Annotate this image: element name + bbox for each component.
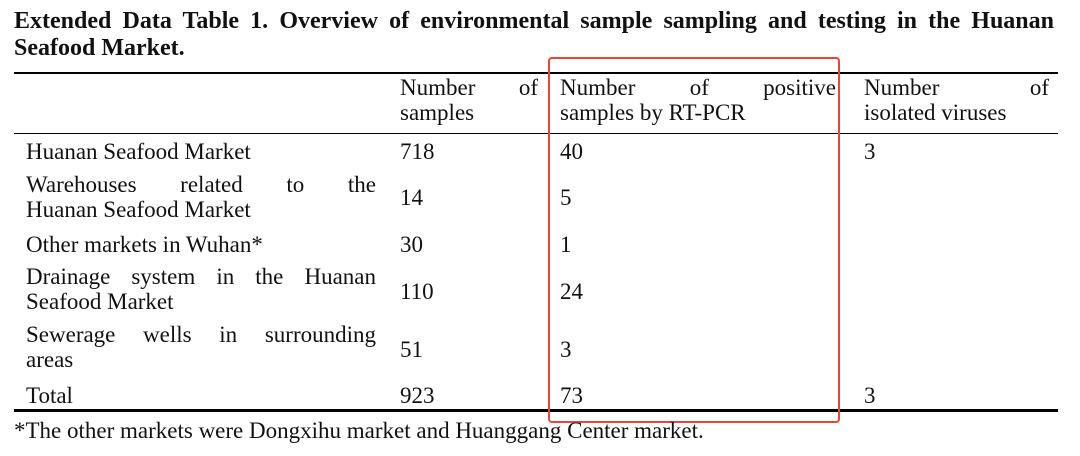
table-footnote: *The other markets were Dongxihu market … xyxy=(14,418,704,443)
row-name-line1: Sewerage wells in surrounding xyxy=(26,322,376,347)
header-divider-rule xyxy=(14,133,1058,134)
row-positive: 5 xyxy=(560,185,572,210)
row-name: Drainage system in the Huanan Seafood Ma… xyxy=(26,264,376,314)
row-name: Warehouses related to the Huanan Seafood… xyxy=(26,172,376,222)
header-isolated-line2: isolated viruses xyxy=(864,100,1007,125)
table-bottom-rule xyxy=(14,409,1058,412)
table-caption: Extended Data Table 1. Overview of envir… xyxy=(14,8,1054,61)
header-positive-line1: Number of positive xyxy=(560,75,836,100)
row-samples: 923 xyxy=(400,383,435,408)
row-samples: 718 xyxy=(400,139,435,164)
row-name-line1: Drainage system in the Huanan xyxy=(26,264,376,289)
row-name-line1: Warehouses related to the xyxy=(26,172,376,197)
row-positive: 1 xyxy=(560,232,572,257)
header-positive-line2: samples by RT-PCR xyxy=(560,100,746,125)
positive-column-highlight-box xyxy=(548,57,840,423)
row-name-line2: Seafood Market xyxy=(26,289,174,314)
row-positive: 73 xyxy=(560,383,583,408)
row-name-line2: areas xyxy=(26,347,74,372)
table-top-rule xyxy=(14,72,1058,74)
header-samples-line2: samples xyxy=(400,100,475,125)
row-name: Total xyxy=(26,383,73,408)
header-number-of-samples: Number of samples xyxy=(400,75,538,125)
header-number-of-isolated-viruses: Number of isolated viruses xyxy=(864,75,1049,125)
row-name: Other markets in Wuhan* xyxy=(26,232,263,257)
row-name-line2: Huanan Seafood Market xyxy=(26,197,251,222)
row-name: Huanan Seafood Market xyxy=(26,139,251,164)
row-samples: 110 xyxy=(400,279,434,304)
row-isolated: 3 xyxy=(864,139,876,164)
row-samples: 14 xyxy=(400,185,423,210)
header-samples-line1: Number of xyxy=(400,75,538,100)
row-positive: 40 xyxy=(560,139,583,164)
header-number-of-positive-samples: Number of positive samples by RT-PCR xyxy=(560,75,836,125)
row-isolated: 3 xyxy=(864,383,876,408)
row-name: Sewerage wells in surrounding areas xyxy=(26,322,376,372)
header-isolated-line1: Number of xyxy=(864,75,1049,100)
row-samples: 30 xyxy=(400,232,423,257)
row-positive: 24 xyxy=(560,279,583,304)
row-samples: 51 xyxy=(400,337,423,362)
row-positive: 3 xyxy=(560,337,572,362)
